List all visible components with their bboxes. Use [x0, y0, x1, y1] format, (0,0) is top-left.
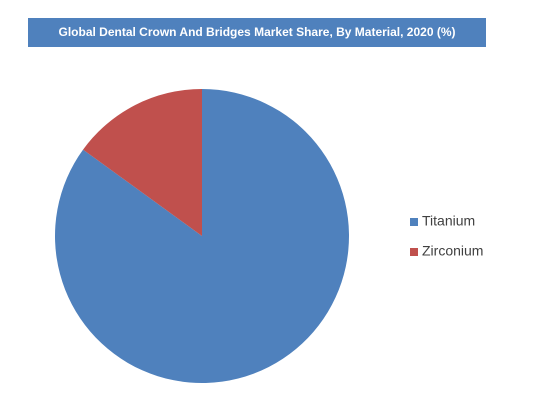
pie-slice	[54, 89, 349, 383]
chart-title: Global Dental Crown And Bridges Market S…	[59, 25, 456, 39]
legend-label: Titanium	[422, 213, 475, 229]
pie-slice	[83, 89, 202, 236]
legend-label: Zirconium	[422, 243, 483, 259]
legend-swatch	[410, 248, 418, 256]
legend-swatch	[410, 218, 418, 226]
title-bar	[28, 18, 486, 47]
